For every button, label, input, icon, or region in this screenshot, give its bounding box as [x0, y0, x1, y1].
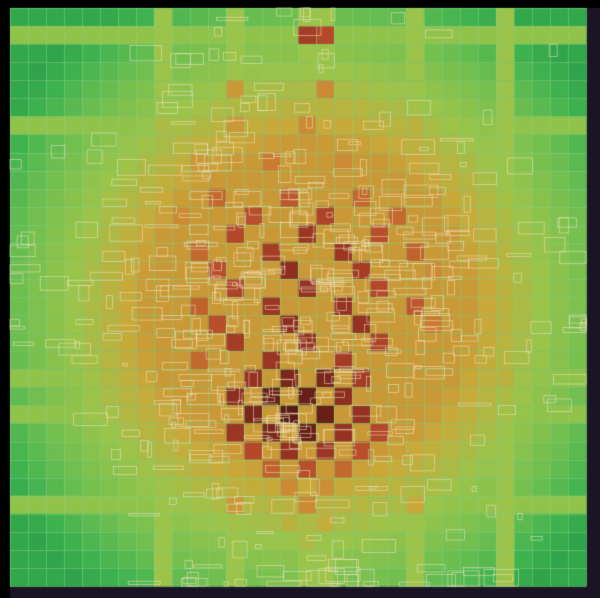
heatmap-frame: { "viewport": { "width": 600, "height": …	[0, 0, 600, 598]
overlay-canvas	[0, 0, 600, 598]
